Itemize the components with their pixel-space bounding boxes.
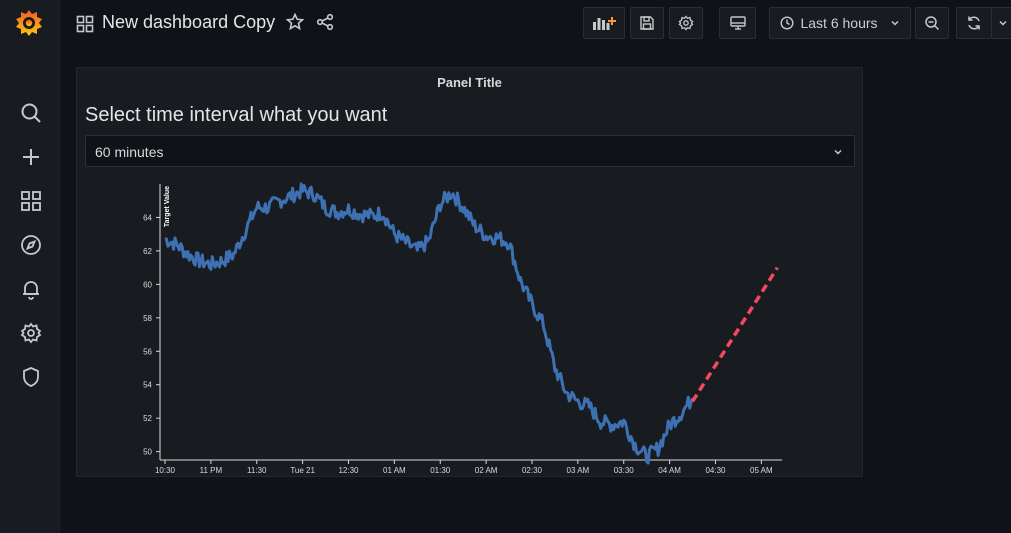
x-tick-label: 03 AM: [567, 466, 590, 475]
select-value: 60 minutes: [95, 144, 164, 160]
x-tick-label: 05 AM: [750, 466, 773, 475]
gear-icon: [678, 15, 694, 31]
dashboard-grid-icon: [76, 15, 94, 33]
x-tick-label: 02 AM: [475, 466, 498, 475]
y-tick-label: 54: [143, 381, 152, 390]
refresh-icon: [968, 16, 980, 30]
y-tick-label: 64: [143, 213, 152, 222]
star-icon[interactable]: [285, 12, 305, 31]
dashboard-settings-button[interactable]: [669, 7, 703, 39]
tv-mode-button[interactable]: [719, 7, 756, 39]
side-menu: [0, 0, 60, 533]
panel-heading: Select time interval what you want: [85, 104, 388, 126]
x-tick-label: 11:30: [247, 466, 267, 475]
add-panel-icon: [593, 17, 616, 30]
refresh-button[interactable]: [956, 7, 992, 39]
series-line-forecast: [691, 266, 779, 403]
x-tick-label: 04:30: [705, 466, 726, 475]
plus-icon[interactable]: [18, 144, 44, 170]
panel-title[interactable]: Panel Title: [437, 75, 502, 90]
zoom-out-button[interactable]: [915, 7, 949, 39]
bell-icon[interactable]: [18, 276, 44, 302]
plot-area: [164, 182, 779, 465]
x-tick-label: 03:30: [614, 466, 635, 475]
x-tick-label: 02:30: [522, 466, 543, 475]
clock-icon: [780, 16, 794, 30]
zoom-out-icon: [925, 16, 940, 31]
y-tick-label: 62: [143, 247, 152, 256]
chevron-down-icon: [891, 20, 899, 26]
x-axis: 10:30 11 PM 11:30 Tue 21 12:30 01 AM 01:30 02 A…: [155, 459, 782, 475]
shield-icon[interactable]: [18, 364, 44, 390]
series-line-actual: [164, 182, 694, 465]
chevron-down-icon: [999, 20, 1007, 26]
monitor-icon: [729, 16, 746, 30]
x-tick-label: 12:30: [338, 466, 359, 475]
x-tick-label: Tue 21: [290, 466, 315, 475]
time-range-label: Last 6 hours: [800, 15, 878, 31]
dashboards-icon[interactable]: [18, 188, 44, 214]
y-tick-label: 60: [143, 280, 152, 289]
x-tick-label: 01:30: [430, 466, 451, 475]
y-axis-label: Target Value: [164, 186, 171, 227]
share-icon[interactable]: [316, 13, 334, 31]
gear-icon[interactable]: [18, 320, 44, 346]
save-dashboard-button[interactable]: [630, 7, 664, 39]
panel: Panel Title Select time interval what yo…: [76, 67, 863, 477]
y-axis: 50 52 54 56 58 60 62 64 Target Value: [143, 184, 171, 460]
time-picker-button[interactable]: Last 6 hours: [769, 7, 911, 39]
save-icon: [640, 16, 654, 30]
add-panel-button[interactable]: [583, 7, 625, 39]
time-interval-select[interactable]: 60 minutes: [85, 135, 855, 167]
y-tick-label: 50: [143, 448, 152, 457]
search-icon[interactable]: [18, 100, 44, 126]
y-tick-label: 58: [143, 314, 152, 323]
top-navbar: New dashboard Copy Last 6 hours: [60, 0, 1011, 48]
compass-icon[interactable]: [18, 232, 44, 258]
refresh-interval-dropdown[interactable]: [991, 7, 1011, 39]
x-tick-label: 04 AM: [658, 466, 681, 475]
y-tick-label: 52: [143, 414, 152, 423]
dashboard-title[interactable]: New dashboard Copy: [102, 12, 276, 32]
chevron-down-icon: [834, 149, 842, 155]
y-tick-label: 56: [143, 347, 152, 356]
x-tick-label: 10:30: [155, 466, 176, 475]
grafana-logo-icon[interactable]: [14, 8, 44, 38]
x-tick-label: 11 PM: [200, 466, 223, 475]
x-tick-label: 01 AM: [383, 466, 406, 475]
